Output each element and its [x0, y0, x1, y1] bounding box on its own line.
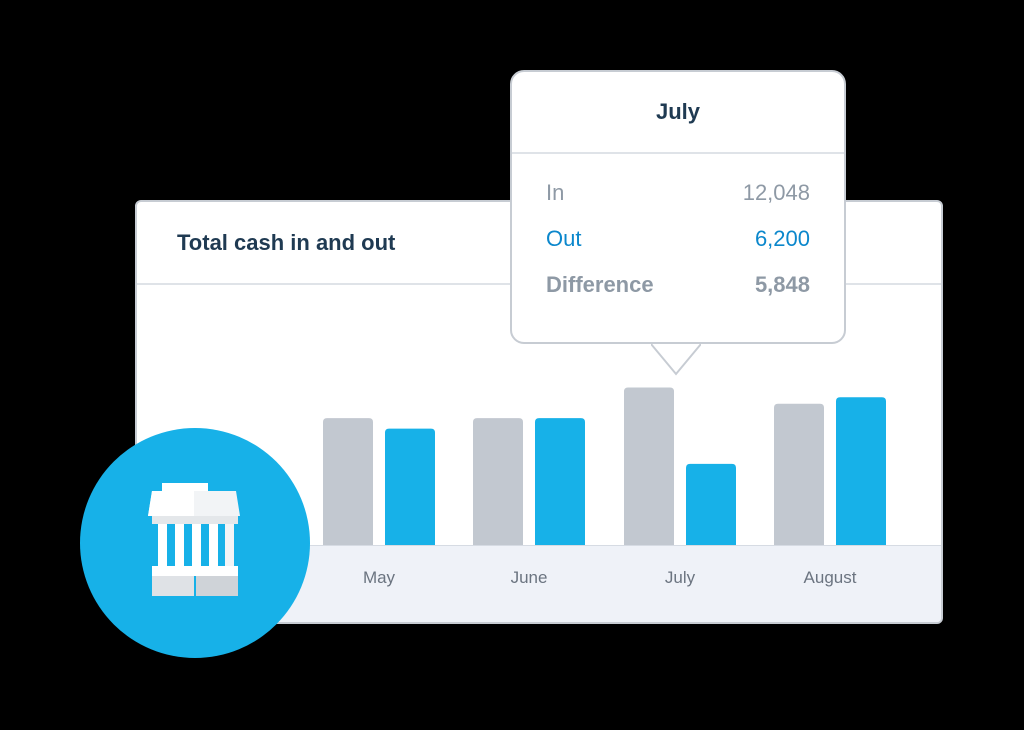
tooltip-in-value: 12,048 [742, 180, 810, 205]
tooltip-row-difference: Difference 5,848 [546, 272, 810, 302]
tooltip-out-label: Out [546, 226, 582, 251]
chart-title: Total cash in and out [177, 230, 396, 255]
tooltip-pointer [651, 343, 701, 376]
bar-out-august[interactable] [836, 397, 886, 545]
x-tick-label-july: July [664, 568, 696, 587]
tooltip-row-in: In 12,048 [546, 180, 810, 210]
tooltip-row-out: Out 6,200 [546, 226, 810, 256]
bar-out-june[interactable] [535, 418, 585, 545]
tooltip-in-label: In [546, 180, 565, 205]
bar-in-august[interactable] [774, 403, 824, 545]
tooltip-difference-value: 5,848 [754, 272, 810, 297]
tooltip-difference-label: Difference [546, 272, 654, 297]
bar-in-june[interactable] [473, 418, 523, 545]
bar-out-may[interactable] [385, 428, 435, 545]
x-tick-label-june: June [510, 568, 548, 587]
x-tick-label-may: May [362, 568, 396, 587]
bank-building-icon [148, 483, 240, 596]
bank-badge [80, 428, 310, 658]
tooltip-out-value: 6,200 [754, 226, 810, 251]
bar-in-july[interactable] [624, 387, 674, 545]
bar-chart [323, 387, 886, 545]
tooltip-month: July [512, 72, 844, 154]
x-tick-label-august: August [803, 568, 857, 587]
month-tooltip: July In 12,048 Out 6,200 Difference 5,84… [510, 70, 846, 344]
bar-in-may[interactable] [323, 418, 373, 545]
bar-out-july[interactable] [686, 463, 736, 545]
